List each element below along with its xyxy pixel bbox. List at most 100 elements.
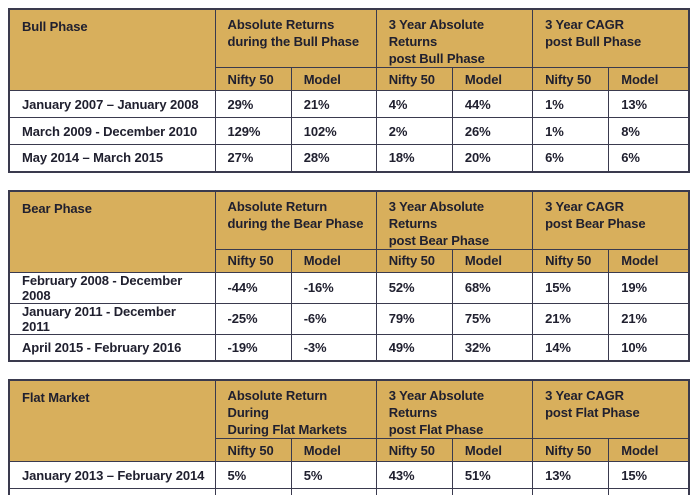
value-cell: 5% [214,461,292,489]
group-header-3yr-absolute-returns: 3 Year Absolute Returns post Bull Phase [375,8,534,68]
header-group-row: Flat Market Absolute Return During Durin… [8,379,690,462]
header-group-row: Bear Phase Absolute Return during the Be… [8,190,690,273]
subheader-row: Nifty 50 Model Nifty 50 Model Nifty 50 M… [9,67,690,91]
value-cell: 27% [214,144,292,172]
group-header-3yr-cagr: 3 Year CAGR post Bear Phase [532,190,690,250]
subheader-nifty50: Nifty 50 [214,438,292,462]
group-header-3yr-cagr: 3 Year CAGR post Bull Phase [532,8,690,68]
subheader-nifty50: Nifty 50 [375,67,453,91]
value-cell: -44% [214,271,292,304]
table-row: February 2008 - December 2008 -44% -16% … [8,271,690,304]
subheader-nifty50: Nifty 50 [214,67,292,91]
subheader-model: Model [290,248,377,273]
subheader-row: Nifty 50 Model Nifty 50 Model Nifty 50 M… [9,248,690,273]
bull-phase-table: Bull Phase Absolute Returns during the B… [8,8,690,173]
period-cell: January 2007 – January 2008 [8,90,216,118]
value-cell: 9% [608,488,690,495]
value-cell: 68% [451,271,534,304]
period-cell: March 2009 - December 2010 [8,117,216,145]
value-cell: -19% [214,333,292,362]
value-cell: 13% [532,461,610,489]
group-header-absolute-return: Absolute Return During During Flat Marke… [214,379,377,439]
period-cell: January 2011 - December 2011 [8,302,216,335]
value-cell: -3% [290,333,377,362]
subheader-nifty50: Nifty 50 [375,438,453,462]
value-cell: 10% [608,333,690,362]
subheader-model: Model [608,67,690,91]
subheader-nifty50: Nifty 50 [532,248,610,273]
subheader-row: Nifty 50 Model Nifty 50 Model Nifty 50 M… [9,438,690,462]
table-row: March 2009 - December 2010 129% 102% 2% … [8,117,690,145]
value-cell: 6% [608,144,690,172]
subheader-model: Model [608,438,690,462]
value-cell: 102% [290,117,377,145]
group-header-3yr-absolute-returns: 3 Year Absolute Returns post Bear Phase [375,190,534,250]
subheader-model: Model [451,248,534,273]
value-cell: 5% [290,461,377,489]
subheader-nifty50: Nifty 50 [532,67,610,91]
group-header-3yr-absolute-returns: 3 Year Absolute Returns post Flat Phase [375,379,534,439]
value-cell: 14% [532,488,610,495]
period-cell: February 2008 - December 2008 [8,271,216,304]
value-cell: 6% [532,144,610,172]
value-cell: 21% [608,302,690,335]
phase-title: Flat Market [8,379,216,462]
value-cell: 15% [532,271,610,304]
value-cell: 15% [608,461,690,489]
value-cell: 31% [451,488,534,495]
value-cell: 1% [532,90,610,118]
value-cell: 44% [451,90,534,118]
value-cell: 1% [532,117,610,145]
subheader-nifty50: Nifty 50 [532,438,610,462]
value-cell: 28% [290,144,377,172]
value-cell: 43% [375,461,453,489]
value-cell: -6% [290,302,377,335]
table-row: January 2007 – January 2008 29% 21% 4% 4… [8,90,690,118]
value-cell: 129% [214,117,292,145]
group-header-3yr-cagr: 3 Year CAGR post Flat Phase [532,379,690,439]
value-cell: 75% [451,302,534,335]
phase-title: Bull Phase [8,8,216,91]
period-cell: April 2015 - February 2016 [8,333,216,362]
subheader-nifty50: Nifty 50 [214,248,292,273]
group-header-absolute-returns: Absolute Returns during the Bull Phase [214,8,377,68]
subheader-model: Model [451,438,534,462]
subheader-model: Model [451,67,534,91]
value-cell: 6% [290,488,377,495]
table-row: January 2011 - December 2011 -25% -6% 79… [8,302,690,335]
bear-phase-table: Bear Phase Absolute Return during the Be… [8,189,690,362]
value-cell: 52% [375,271,453,304]
value-cell: 79% [375,302,453,335]
value-cell: 49% [375,488,453,495]
period-cell: May 2014 – March 2015 [8,144,216,172]
subheader-model: Model [290,438,377,462]
table-row: May 2014 – March 2015 27% 28% 18% 20% 6%… [8,144,690,172]
value-cell: 6% [214,488,292,495]
value-cell: 13% [608,90,690,118]
value-cell: 32% [451,333,534,362]
value-cell: -25% [214,302,292,335]
value-cell: 19% [608,271,690,304]
phase-title: Bear Phase [8,190,216,273]
value-cell: 51% [451,461,534,489]
header-group-row: Bull Phase Absolute Returns during the B… [8,8,690,91]
subheader-model: Model [608,248,690,273]
value-cell: 20% [451,144,534,172]
value-cell: 4% [375,90,453,118]
flat-market-table: Flat Market Absolute Return During Durin… [8,379,690,495]
table-row: April 2015 - February 2016 -19% -3% 49% … [8,333,690,362]
value-cell: 8% [608,117,690,145]
value-cell: 21% [532,302,610,335]
period-cell: April 2016 - December 2016 [8,488,216,495]
value-cell: 29% [214,90,292,118]
value-cell: 2% [375,117,453,145]
value-cell: 26% [451,117,534,145]
period-cell: January 2013 – February 2014 [8,461,216,489]
value-cell: 49% [375,333,453,362]
value-cell: 14% [532,333,610,362]
group-header-absolute-return: Absolute Return during the Bear Phase [214,190,377,250]
table-row: January 2013 – February 2014 5% 5% 43% 5… [8,461,690,489]
value-cell: 21% [290,90,377,118]
subheader-nifty50: Nifty 50 [375,248,453,273]
